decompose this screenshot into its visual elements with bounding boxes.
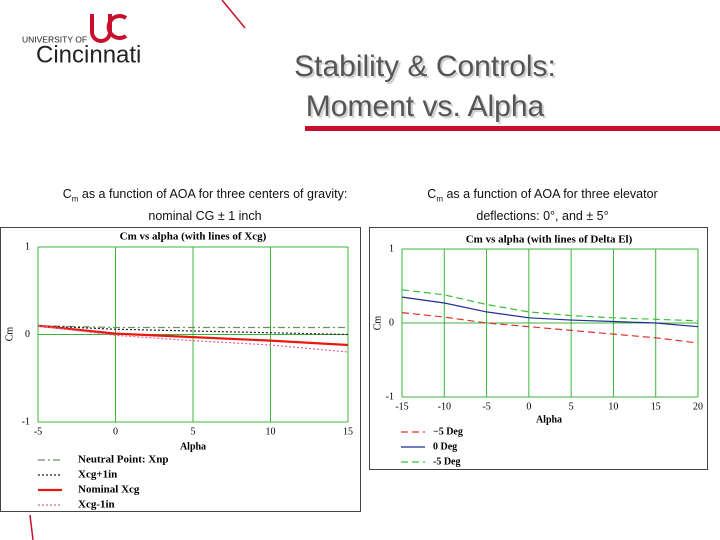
logo-mark bbox=[90, 14, 128, 43]
y-tick-label: 0 bbox=[25, 329, 30, 340]
chart-title: Cm vs alpha (with lines of Xcg) bbox=[120, 231, 267, 243]
caption: Cm as a function of AOA for three elevat… bbox=[405, 186, 680, 224]
y-axis-label: Cm bbox=[4, 327, 15, 342]
title-rule bbox=[305, 126, 720, 131]
legend-label: Xcg+1in bbox=[78, 469, 117, 481]
y-tick-label: -1 bbox=[22, 416, 30, 427]
slide-title: Moment vs. Alpha bbox=[305, 90, 545, 123]
slide-title: Stability & Controls: bbox=[294, 50, 556, 83]
x-tick-label: 0 bbox=[526, 401, 531, 412]
legend-label: -5 Deg bbox=[433, 456, 461, 467]
x-tick-label: -10 bbox=[438, 401, 451, 412]
chart: Cm vs alpha (with lines of Xcg) Alpha Cm -5… bbox=[0, 227, 361, 512]
caption-symbol: C bbox=[427, 187, 437, 201]
series-line bbox=[401, 296, 699, 328]
legend-label: Nominal Xcg bbox=[78, 484, 140, 496]
x-tick-label: -15 bbox=[395, 401, 408, 412]
logo-university: UNIVERSITY OF bbox=[22, 34, 87, 44]
caption-symbol: C bbox=[62, 187, 72, 201]
chart-frame bbox=[0, 227, 361, 512]
series-line bbox=[37, 325, 348, 329]
series-line bbox=[37, 324, 349, 347]
caption: Cm as a function of AOA for three center… bbox=[60, 186, 350, 224]
y-tick-label: -1 bbox=[386, 391, 394, 402]
x-tick-label: 10 bbox=[266, 426, 276, 437]
legend-label: Neutral Point: Xnp bbox=[78, 454, 168, 466]
caption-text: as a function of AOA for three elevator … bbox=[442, 187, 658, 223]
caption-text: as a function of AOA for three centers o… bbox=[78, 187, 348, 223]
series-line bbox=[401, 312, 699, 344]
chart-frame bbox=[369, 227, 708, 470]
x-tick-label: 15 bbox=[651, 401, 661, 412]
chart-title: Cm vs alpha (with lines of Delta El) bbox=[466, 234, 633, 246]
legend-label: −5 Deg bbox=[433, 426, 463, 437]
caption-subscript: m bbox=[71, 194, 79, 204]
x-tick-label: 5 bbox=[569, 401, 574, 412]
x-tick-label: 5 bbox=[191, 426, 196, 437]
x-tick-label: -5 bbox=[482, 401, 490, 412]
x-tick-label: -5 bbox=[34, 426, 42, 437]
accent-line bbox=[221, 0, 246, 29]
x-tick-label: 0 bbox=[113, 426, 118, 437]
logo-name: Cincinnati bbox=[36, 41, 141, 68]
y-tick-label: 0 bbox=[389, 317, 394, 328]
x-tick-label: 10 bbox=[608, 401, 618, 412]
x-axis-label: Alpha bbox=[536, 414, 562, 425]
x-tick-label: 15 bbox=[343, 426, 353, 437]
legend-label: Xcg-1in bbox=[78, 499, 115, 511]
legend-label: 0 Deg bbox=[433, 441, 457, 452]
accent-line bbox=[29, 514, 34, 540]
y-tick-label: 1 bbox=[25, 241, 30, 252]
caption-subscript: m bbox=[436, 194, 443, 204]
x-tick-label: 20 bbox=[693, 401, 703, 412]
series-line bbox=[37, 325, 349, 353]
x-axis-label: Alpha bbox=[180, 441, 206, 452]
y-tick-label: 1 bbox=[389, 243, 394, 254]
y-axis-label: Cm bbox=[372, 316, 383, 331]
chart: Cm vs alpha (with lines of Delta El) Alph… bbox=[369, 227, 708, 470]
series-line bbox=[401, 289, 699, 322]
